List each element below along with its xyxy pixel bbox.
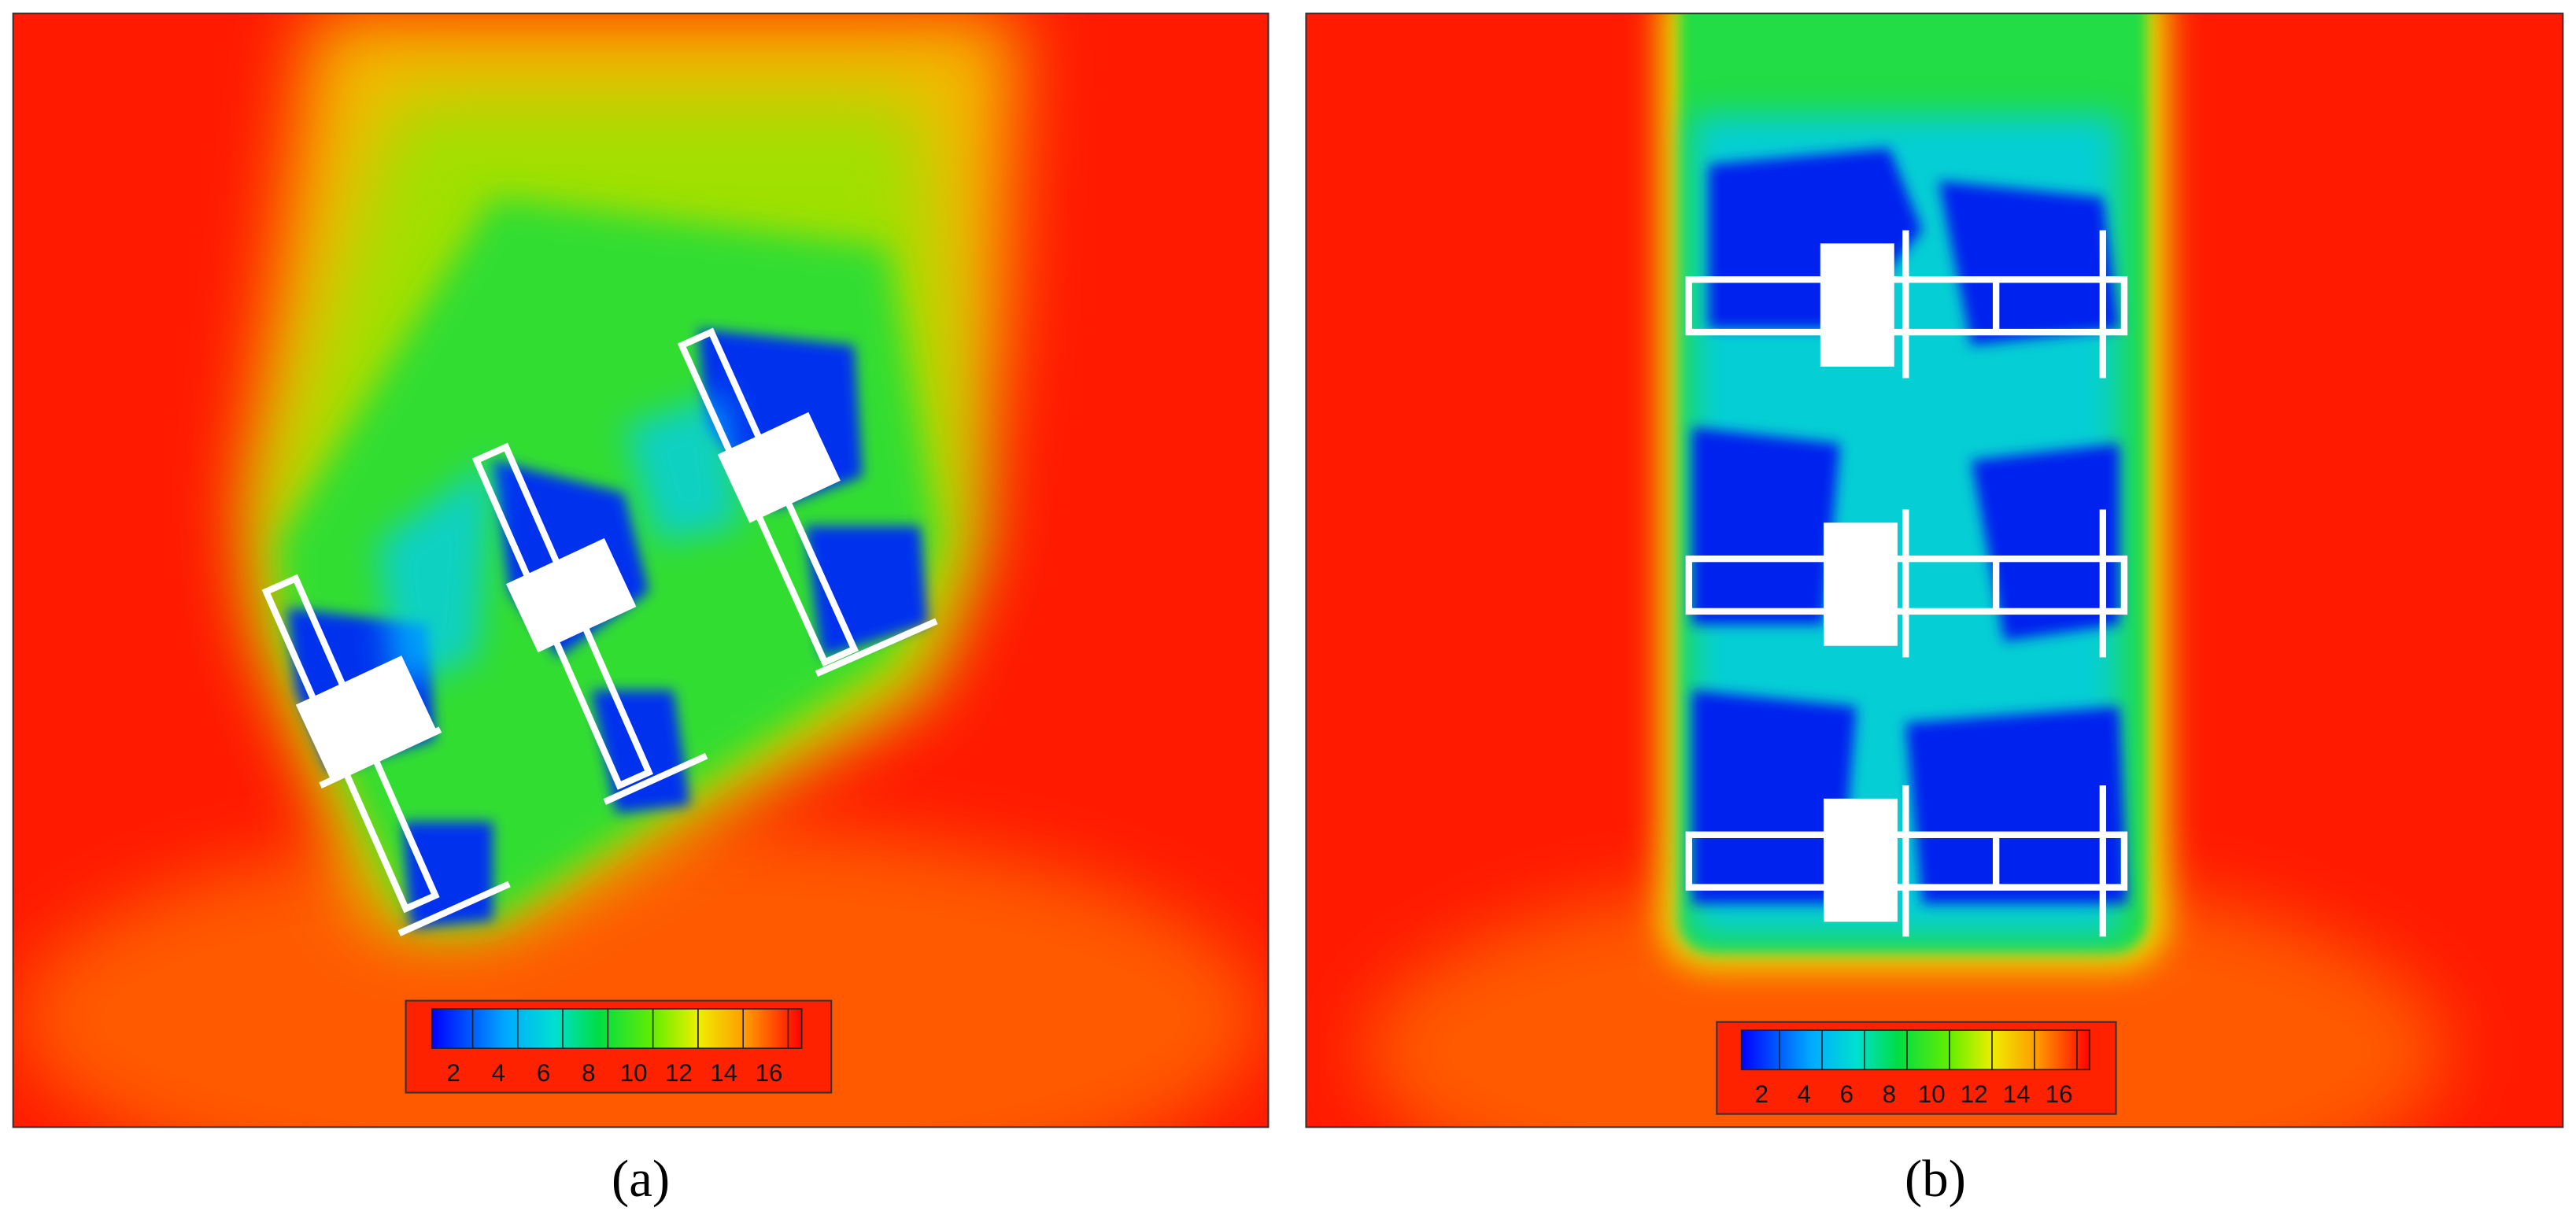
colorbar: 2 4 6 8 10 12 14 16 <box>405 999 833 1094</box>
colorbar-tick-label: 12 <box>1961 1080 1988 1108</box>
colorbar-scale <box>1740 1029 2090 1071</box>
colorbar-tick-label: 4 <box>1798 1080 1811 1108</box>
colorbar-tick-label: 4 <box>492 1059 505 1087</box>
panel-frame <box>12 13 1270 1128</box>
field-b <box>1306 13 2563 1128</box>
colorbar-tick-label: 16 <box>756 1059 783 1087</box>
field-a <box>13 13 1269 1128</box>
panel-label: (b) <box>1905 1150 1966 1208</box>
panel-label: (a) <box>612 1150 670 1208</box>
buildings-b <box>1685 230 2128 937</box>
colorbar-tick-label: 10 <box>620 1059 648 1087</box>
colorbar-tick-label: 2 <box>1755 1080 1768 1108</box>
buildings-a <box>261 327 938 936</box>
colorbar-scale <box>431 1008 803 1049</box>
colorbar-tick-label: 12 <box>665 1059 693 1087</box>
colorbar-tick-label: 10 <box>1918 1080 1946 1108</box>
colorbar-tick-label: 6 <box>537 1059 550 1087</box>
colorbar-tick-label: 2 <box>446 1059 460 1087</box>
colorbar-tick-label: 8 <box>582 1059 595 1087</box>
colorbar: 2 4 6 8 10 12 14 16 <box>1716 1021 2117 1115</box>
colorbar-tick-label: 6 <box>1840 1080 1853 1108</box>
panel-frame <box>1305 13 2564 1128</box>
colorbar-tick-label: 14 <box>2003 1080 2031 1108</box>
colorbar-tick-label: 16 <box>2046 1080 2073 1108</box>
colorbar-tick-label: 8 <box>1883 1080 1896 1108</box>
colorbar-tick-label: 14 <box>710 1059 737 1087</box>
